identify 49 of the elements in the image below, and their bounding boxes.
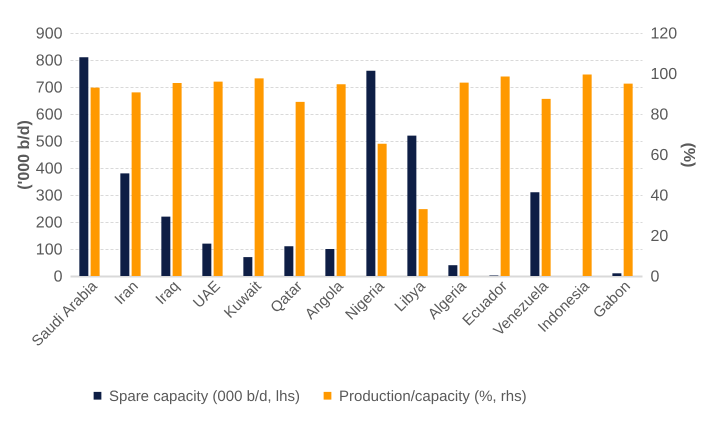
legend-label: Production/capacity (%, rhs): [339, 388, 527, 405]
bar: [325, 249, 334, 276]
bar: [284, 246, 294, 276]
y-tick-label: 600: [36, 106, 63, 124]
y2-tick-label: 80: [650, 106, 668, 124]
bar: [624, 84, 633, 276]
y2-tick-label: 60: [650, 147, 668, 164]
y2-tick-label: 0: [650, 268, 660, 286]
y2-tick-label: 20: [650, 228, 668, 245]
bar: [120, 173, 130, 276]
x-tick-label: Iraq: [152, 278, 183, 308]
y-tick-label: 900: [36, 26, 63, 42]
y-tick-label: 300: [36, 188, 63, 204]
y-tick-label: 400: [36, 160, 63, 178]
bar: [243, 257, 252, 276]
y-tick-label: 100: [36, 242, 63, 258]
bar: [530, 192, 540, 276]
y-tick-label: 700: [36, 80, 63, 96]
y2-tick-label: 40: [650, 188, 668, 204]
y-tick-label: 500: [36, 134, 63, 150]
bar: [214, 82, 223, 276]
y-tick-label: 0: [54, 268, 63, 286]
bar: [418, 209, 428, 276]
bar: [132, 92, 141, 276]
bar: [378, 144, 387, 276]
y-tick-label: 800: [36, 52, 63, 70]
bar: [254, 78, 264, 276]
bar: [500, 76, 510, 276]
bar: [366, 70, 376, 276]
bar: [542, 98, 551, 276]
bar: [460, 82, 469, 276]
bar: [336, 84, 346, 276]
legend-label: Spare capacity (000 b/d, lhs): [109, 388, 300, 405]
bar: [79, 57, 88, 276]
y2-tick-label: 120: [650, 26, 678, 42]
bar: [172, 83, 182, 276]
y-axis-title: ('000 b/d): [16, 120, 33, 190]
bar: [90, 88, 100, 276]
y-tick-label: 200: [36, 214, 63, 232]
bar: [296, 102, 305, 276]
bar: [407, 136, 416, 276]
bar: [582, 74, 592, 276]
y2-tick-label: 100: [650, 66, 678, 83]
bar: [202, 244, 212, 276]
bar: [161, 216, 170, 276]
y2-axis-title: (%): [680, 142, 698, 168]
bar: [448, 265, 458, 276]
bar: [612, 273, 622, 276]
x-tick-label: Iran: [111, 278, 142, 308]
